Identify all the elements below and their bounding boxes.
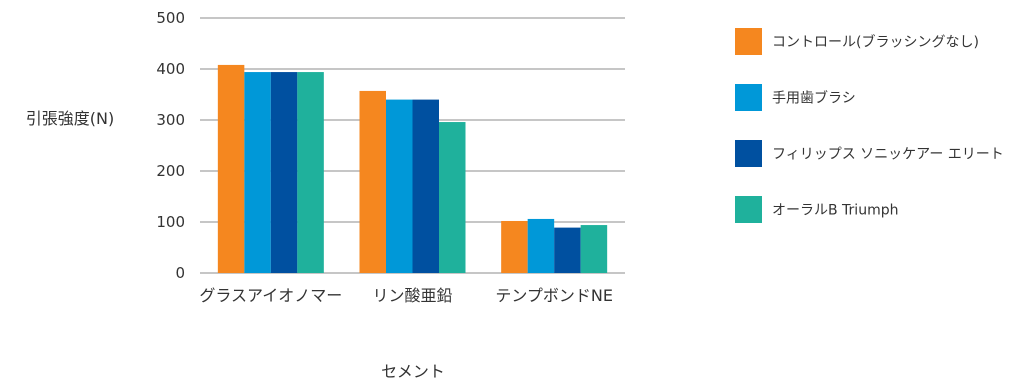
bar: [412, 99, 439, 273]
x-category-label: グラスアイオノマー: [199, 286, 342, 305]
bar: [359, 90, 386, 274]
y-tick-label: 100: [156, 213, 185, 231]
y-tick-label: 400: [156, 60, 185, 78]
y-tick-label: 0: [175, 264, 185, 282]
y-tick-label: 200: [156, 162, 185, 180]
legend-label: コントロール(ブラッシングなし): [772, 34, 979, 51]
legend-label: フィリップス ソニッケアー エリート: [772, 147, 1004, 163]
legend-label: オーラルB Triumph: [772, 203, 898, 219]
y-axis-title: 引張強度(N): [26, 109, 114, 128]
bar: [439, 122, 466, 273]
legend-label: 手用歯ブラシ: [772, 90, 856, 107]
y-tick-label: 500: [156, 9, 185, 27]
bar: [244, 72, 271, 273]
x-category-label: リン酸亜鉛: [372, 286, 452, 305]
bar: [217, 64, 245, 273]
bar: [297, 72, 324, 273]
legend-swatch: [735, 196, 762, 223]
bar: [554, 227, 581, 273]
y-tick-labels: 0 100 200 300 400 500: [156, 9, 185, 282]
legend-swatch: [735, 84, 762, 111]
legend-swatch: [735, 28, 762, 55]
bar: [270, 72, 298, 273]
bar: [386, 99, 413, 273]
x-axis-title: セメント: [381, 362, 445, 381]
x-category-label: テンプボンドNE: [495, 286, 613, 305]
bar: [501, 220, 528, 273]
bars: [217, 64, 608, 274]
category-labels: グラスアイオノマー リン酸亜鉛 テンプボンドNE: [199, 286, 613, 305]
y-tick-label: 300: [156, 111, 185, 129]
bar: [580, 225, 608, 273]
legend-swatch: [735, 140, 762, 167]
bar: [527, 218, 555, 273]
